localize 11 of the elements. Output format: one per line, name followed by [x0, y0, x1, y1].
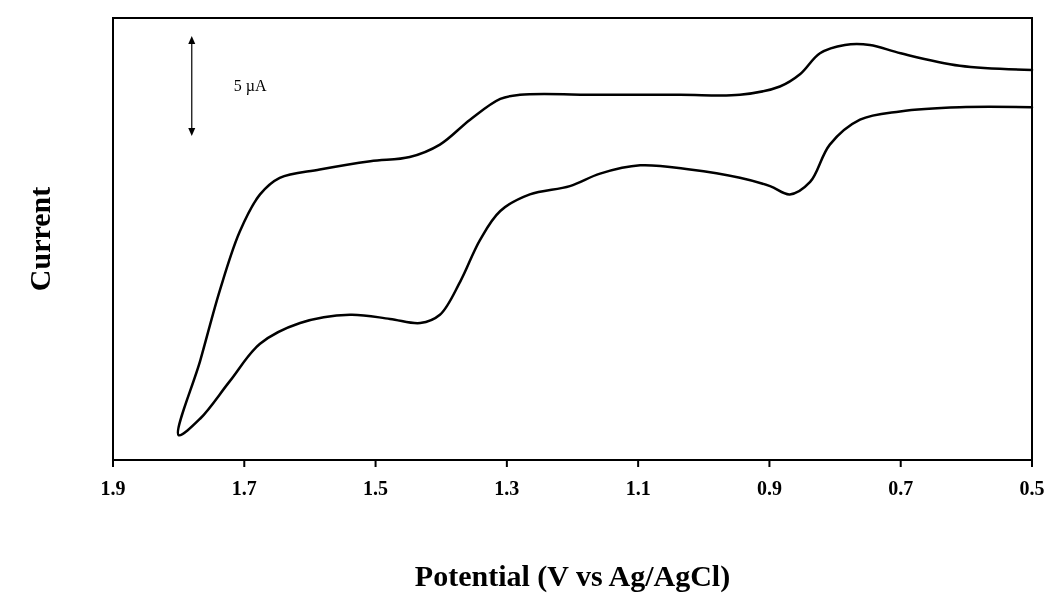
- x-tick-label: 1.3: [494, 477, 520, 499]
- x-tick-label: 0.9: [756, 477, 782, 499]
- x-tick-label: 1.5: [363, 477, 389, 499]
- x-tick-label: 1.7: [231, 477, 257, 499]
- x-tick-label: 1.9: [100, 477, 126, 499]
- y-axis-title: Current: [23, 186, 56, 292]
- x-axis-title: Potential (V vs Ag/AgCl): [414, 559, 731, 593]
- x-tick-label: 0.5: [1019, 477, 1045, 499]
- x-tick-label: 0.7: [888, 477, 914, 499]
- annotation: 5 µA: [233, 77, 267, 95]
- x-tick-label: 1.1: [625, 477, 651, 499]
